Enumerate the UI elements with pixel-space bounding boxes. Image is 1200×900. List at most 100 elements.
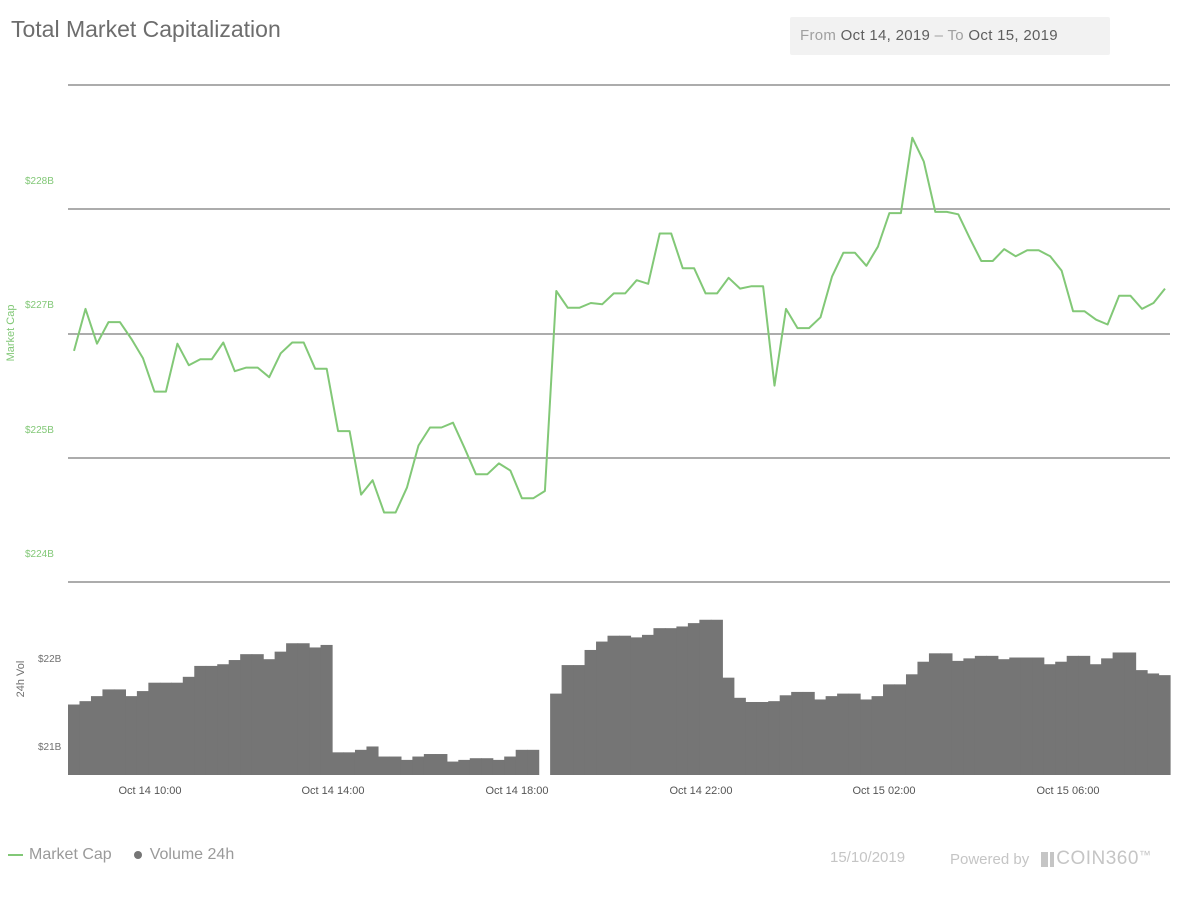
volume-bar (722, 677, 735, 775)
range-from-value[interactable]: Oct 14, 2019 (840, 27, 931, 44)
logo-mark-icon-2 (1050, 851, 1055, 867)
volume-bar (125, 696, 138, 775)
volume-bar (102, 689, 115, 775)
volume-bar (986, 655, 999, 775)
x-tick-label: Oct 14 10:00 (119, 785, 182, 797)
volume-bar (1009, 657, 1022, 775)
volume-bar (1020, 657, 1033, 775)
volume-y-axis: $21B $22B (38, 654, 62, 753)
volume-tick-label: $21B (38, 742, 62, 753)
volume-bar (802, 691, 815, 775)
x-tick-label: Oct 14 18:00 (486, 785, 549, 797)
volume-bar (389, 756, 402, 775)
range-separator: – (934, 27, 944, 44)
range-to-value[interactable]: Oct 15, 2019 (968, 27, 1058, 44)
powered-by-label: Powered by (950, 850, 1030, 868)
volume-bar (745, 701, 758, 775)
volume-bar (974, 655, 987, 775)
footer-date: 15/10/2019 (830, 849, 906, 866)
volume-bar (1101, 658, 1114, 775)
volume-bar (148, 682, 161, 775)
volume-bar (883, 684, 896, 775)
volume-bar (320, 644, 333, 775)
brand-name: COIN360 (1056, 848, 1139, 869)
legend: Market Cap Volume 24h (8, 846, 234, 864)
volume-bar (366, 746, 379, 775)
volume-bar (435, 754, 448, 775)
date-range-picker[interactable]: From Oct 14, 2019 – To Oct 15, 2019 (790, 17, 1110, 55)
x-tick-label: Oct 15 06:00 (1037, 785, 1100, 797)
volume-bar (446, 761, 459, 775)
logo-mark-icon (1041, 851, 1049, 867)
volume-bar (297, 643, 310, 775)
volume-bar (412, 756, 425, 775)
legend-market-cap[interactable]: Market Cap (29, 846, 112, 863)
range-from-label: From (800, 27, 837, 44)
volume-bar (951, 660, 964, 775)
volume-bar (1043, 664, 1056, 775)
volume-bar (343, 752, 356, 775)
volume-bar (504, 756, 517, 775)
volume-bar (1078, 655, 1091, 775)
volume-bar (573, 665, 586, 775)
volume-bar (894, 684, 907, 775)
coin360-logo[interactable]: COIN360 ™ (1041, 848, 1151, 870)
volume-bar (687, 623, 700, 775)
volume-bar (1089, 664, 1102, 775)
volume-bar (1135, 670, 1148, 775)
volume-bar (905, 674, 919, 775)
volume-bar (768, 701, 781, 775)
volume-bar (1124, 652, 1137, 775)
volume-swatch (133, 851, 142, 859)
volume-bar (997, 659, 1010, 775)
volume-bar (676, 626, 689, 775)
x-tick-label: Oct 14 14:00 (302, 785, 365, 797)
volume-bar (1147, 673, 1160, 775)
volume-bar (928, 653, 942, 775)
market-cap-line-group (73, 136, 1166, 514)
volume-bar (710, 619, 723, 775)
volume-bar (584, 649, 597, 775)
volume-bar (240, 654, 253, 775)
market-cap-tick-label: $225B (25, 425, 54, 436)
volume-bar (423, 754, 436, 775)
volume-bar (940, 653, 953, 775)
market-cap-y-axis: $224B $225B $227B $228B (25, 176, 54, 560)
legend-volume[interactable]: Volume 24h (149, 846, 235, 863)
volume-bar (871, 696, 884, 775)
market-cap-axis-label: Market Cap (5, 305, 17, 362)
volume-bar (779, 695, 792, 775)
volume-bar (1055, 661, 1068, 775)
market-cap-swatch (8, 854, 23, 856)
volume-bar (251, 654, 264, 775)
volume-bar (68, 704, 81, 775)
volume-bar (596, 641, 609, 775)
volume-bar (377, 756, 391, 775)
market-cap-tick-label: $228B (25, 176, 54, 187)
volume-bar (1112, 652, 1125, 775)
volume-bar (756, 701, 769, 775)
volume-bar (1158, 675, 1171, 775)
volume-bar (159, 682, 172, 775)
volume-bar (136, 691, 149, 775)
market-cap-grid (68, 84, 1170, 583)
range-to-label: To (947, 27, 964, 44)
volume-bar (963, 658, 976, 775)
volume-bar (90, 696, 104, 775)
volume-bar (917, 661, 930, 775)
volume-bar (171, 682, 184, 775)
volume-bar (205, 665, 218, 775)
volume-bar (286, 643, 299, 775)
volume-bar (332, 752, 345, 775)
volume-axis-label: 24h Vol (15, 661, 27, 698)
volume-bar (194, 665, 207, 775)
volume-tick-label: $22B (38, 654, 62, 665)
volume-bar (561, 665, 574, 775)
x-tick-label: Oct 14 22:00 (670, 785, 733, 797)
volume-bar (1066, 655, 1079, 775)
volume-bar (309, 647, 322, 775)
volume-bars (68, 619, 1171, 775)
volume-bar (664, 628, 677, 775)
volume-bar (825, 696, 838, 775)
brand-tm: ™ (1138, 848, 1152, 862)
